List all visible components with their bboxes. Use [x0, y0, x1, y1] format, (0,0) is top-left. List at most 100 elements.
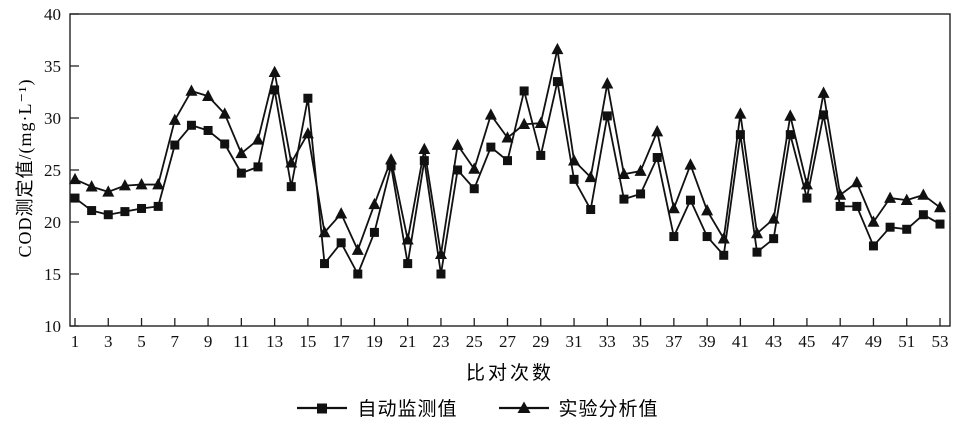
- lab-analysis-point-marker: [850, 175, 863, 188]
- lab-analysis-point-marker: [185, 84, 198, 96]
- x-tick-label: 13: [266, 332, 283, 351]
- auto-monitoring-point-marker: [270, 85, 280, 95]
- auto-monitoring-point-marker: [170, 140, 180, 150]
- lab-analysis-point-marker: [202, 89, 215, 101]
- lab-analysis-point-marker: [251, 133, 264, 145]
- auto-monitoring-point-marker: [586, 205, 596, 215]
- lab-analysis-point-marker: [800, 178, 813, 190]
- lab-analysis-point-marker: [335, 207, 348, 219]
- auto-monitoring-point-marker: [885, 222, 895, 232]
- legend-label-auto-monitoring: 自动监测值: [357, 399, 458, 420]
- auto-monitoring-point-marker: [469, 184, 479, 194]
- x-tick-label: 31: [566, 332, 583, 351]
- legend-label-lab-analysis: 实验分析值: [558, 399, 659, 420]
- lab-analysis-point-marker: [551, 42, 564, 55]
- lab-analysis-point-marker: [934, 200, 946, 213]
- x-tick-label: 9: [204, 332, 213, 351]
- auto-monitoring-point-marker: [220, 139, 230, 149]
- lab-analysis-point-marker: [118, 179, 131, 191]
- lab-analysis-point-marker: [867, 215, 880, 227]
- x-tick-label: 35: [632, 332, 649, 351]
- legend: 自动监测值 实验分析值: [0, 394, 955, 421]
- auto-monitoring-point-marker: [186, 120, 196, 130]
- auto-monitoring-point-marker: [486, 142, 496, 152]
- lab-analysis-point-marker: [734, 107, 747, 119]
- lab-analysis-point-marker: [767, 212, 780, 224]
- auto-monitoring-point-marker: [552, 77, 562, 87]
- auto-monitoring-point-marker: [536, 150, 546, 160]
- auto-monitoring-point-marker: [735, 130, 745, 140]
- lab-analysis-point-marker: [468, 162, 481, 174]
- auto-monitoring-point-marker: [802, 193, 812, 203]
- auto-monitoring-point-marker: [386, 161, 396, 171]
- lab-analysis-point-marker: [701, 204, 714, 216]
- x-tick-label: 43: [765, 332, 782, 351]
- auto-monitoring-point-marker: [835, 201, 845, 211]
- lab-analysis-point-marker: [684, 158, 697, 170]
- x-tick-label: 25: [466, 332, 483, 351]
- auto-monitoring-point-marker: [320, 259, 330, 269]
- auto-monitoring-point-marker: [652, 153, 662, 163]
- x-tick-label: 47: [832, 332, 850, 351]
- auto-monitoring-point-marker: [203, 125, 213, 135]
- lab-analysis-point-marker: [401, 233, 414, 245]
- lab-analysis-point-marker: [451, 138, 464, 150]
- y-axis-title: COD测定值/(mg·L⁻¹): [15, 78, 35, 258]
- x-tick-label: 11: [233, 332, 249, 351]
- auto-monitoring-point-marker: [785, 130, 795, 140]
- auto-monitoring-point-marker: [236, 168, 246, 178]
- x-tick-label: 51: [898, 332, 915, 351]
- x-tick-label: 15: [299, 332, 316, 351]
- lab-analysis-point-marker: [484, 108, 497, 120]
- lab-analysis-line: [74, 48, 941, 256]
- auto-monitoring-point-marker: [519, 86, 529, 96]
- lab-analysis-point-marker: [218, 107, 231, 119]
- x-axis-title: 比对次数: [465, 363, 555, 384]
- triangle-marker-icon: [498, 401, 549, 413]
- lab-analysis-point-marker: [385, 153, 398, 165]
- lab-analysis-point-marker: [285, 156, 298, 168]
- lab-analysis-point-marker: [784, 109, 797, 121]
- x-tick-label: 1: [71, 332, 80, 351]
- lab-analysis-point-marker: [817, 86, 830, 98]
- lab-analysis-point-marker: [751, 226, 764, 239]
- auto-monitoring-point-marker: [636, 189, 646, 199]
- lab-analysis-point-marker: [534, 116, 547, 128]
- x-tick-label: 49: [865, 332, 882, 351]
- auto-monitoring-point-marker: [87, 206, 97, 216]
- y-tick-label: 40: [44, 5, 61, 24]
- x-tick-label: 37: [665, 332, 683, 351]
- x-tick-label: 33: [599, 332, 616, 351]
- auto-monitoring-point-marker: [602, 111, 612, 121]
- auto-monitoring-point-marker: [103, 210, 113, 220]
- auto-monitoring-point-marker: [935, 219, 945, 229]
- x-tick-label: 29: [532, 332, 549, 351]
- lab-analysis-point-marker: [601, 77, 614, 89]
- x-tick-label: 45: [798, 332, 815, 351]
- lab-analysis-point-marker: [85, 180, 98, 192]
- auto-monitoring-point-marker: [353, 269, 363, 279]
- auto-monitoring-point-marker: [403, 259, 413, 269]
- auto-monitoring-point-marker: [286, 182, 296, 192]
- lab-analysis-point-marker: [884, 191, 897, 203]
- y-tick-label: 20: [44, 213, 61, 232]
- y-tick-label: 30: [44, 109, 61, 128]
- auto-monitoring-point-marker: [369, 227, 379, 237]
- lab-analysis-point-marker: [917, 188, 930, 200]
- lab-analysis-point-marker: [834, 188, 847, 200]
- x-tick-label: 5: [137, 332, 146, 351]
- lab-analysis-point-marker: [634, 164, 647, 176]
- x-tick-label: 17: [333, 332, 351, 351]
- lab-analysis-point-marker: [717, 232, 730, 244]
- x-tick-label: 53: [932, 332, 949, 351]
- x-tick-label: 7: [171, 332, 180, 351]
- y-tick-label: 25: [44, 161, 61, 180]
- auto-monitoring-point-marker: [336, 238, 346, 248]
- auto-monitoring-point-marker: [719, 250, 729, 260]
- lab-analysis-point-marker: [418, 142, 431, 154]
- auto-monitoring-point-marker: [137, 203, 147, 213]
- auto-monitoring-point-marker: [303, 93, 313, 103]
- auto-monitoring-point-marker: [918, 210, 928, 220]
